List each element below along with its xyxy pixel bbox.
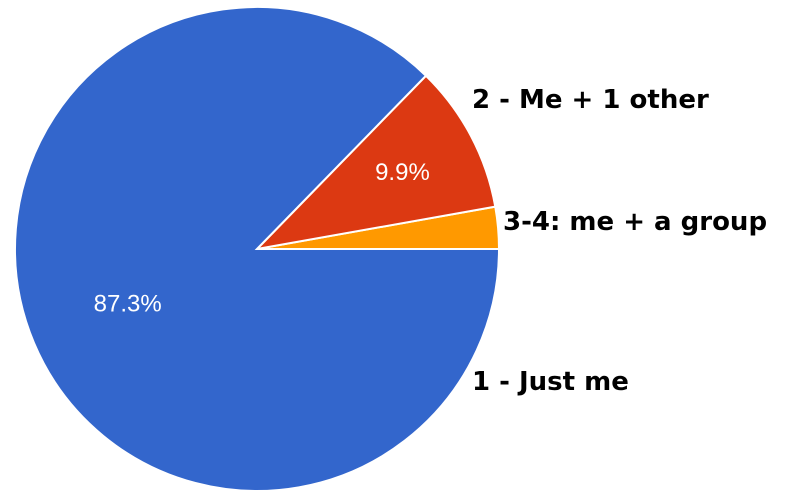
pie-slice-just-me [14,6,501,492]
percent-labels: 9.9% 87.3% [94,159,430,318]
pie-slices [14,6,501,492]
slice-label-just-me: 1 - Just me [472,367,629,397]
pie-slice-me-plus-one [254,74,497,251]
slice-label-me-plus-one: 2 - Me + 1 other [472,85,709,115]
percent-label-just-me: 87.3% [94,291,162,318]
slice-label-me-plus-group: 3-4: me + a group [503,207,767,237]
percent-label-me-plus-one: 9.9% [375,159,430,186]
